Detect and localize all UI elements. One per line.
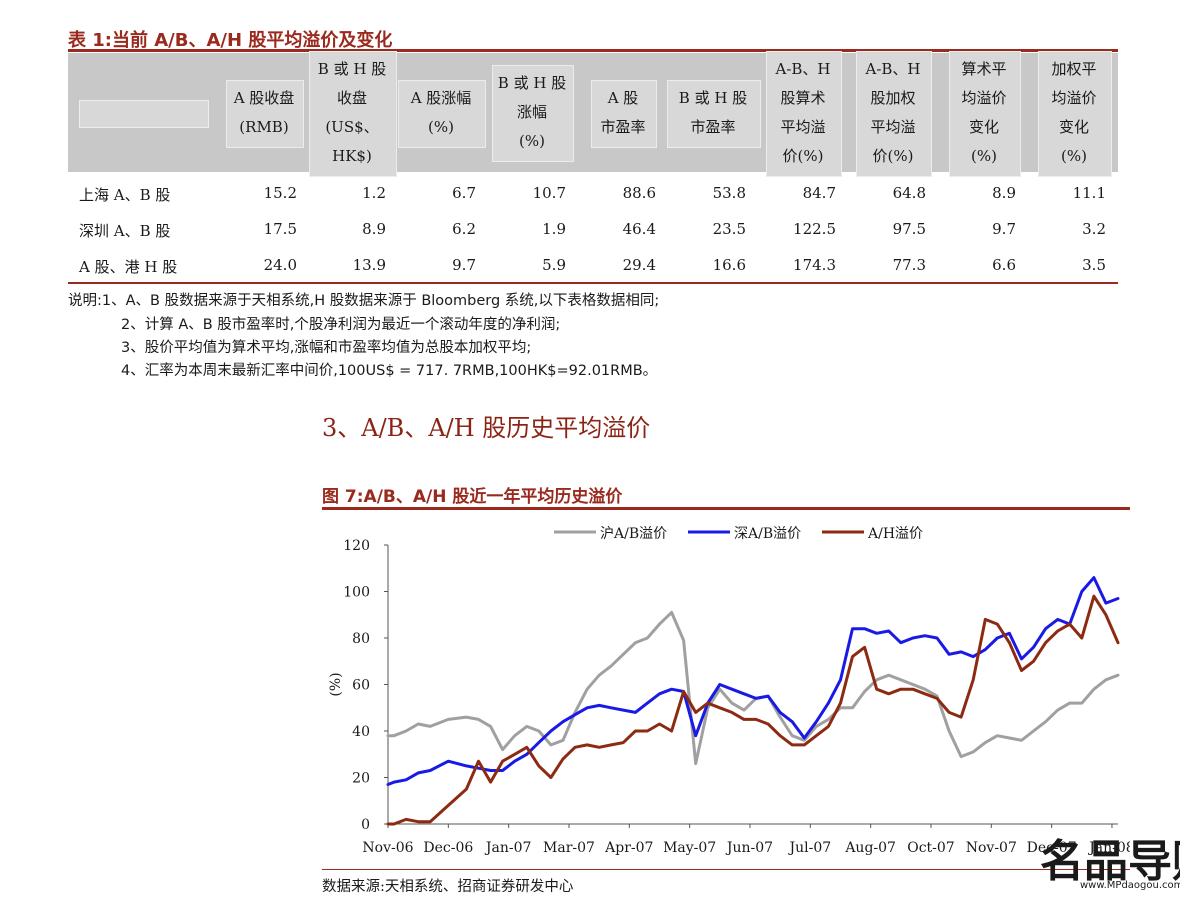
figure-title: 图 7:A/B、A/H 股近一年平均历史溢价 (322, 487, 623, 507)
table-header-box (398, 79, 486, 148)
table-bottom-rule (68, 282, 1118, 284)
table-cell: 174.3 (793, 256, 836, 274)
table-cell: 3.5 (1082, 256, 1106, 274)
row-label: A 股、港 H 股 (79, 258, 178, 276)
table-cell: 77.3 (892, 256, 926, 274)
table-cell: 84.7 (802, 184, 836, 202)
table-cell: 13.9 (352, 256, 386, 274)
table-cell: 23.5 (712, 220, 746, 238)
table-header-box (309, 50, 397, 177)
table-header-empty-cell (79, 100, 209, 128)
legend-label: 深A/B溢价 (734, 526, 801, 542)
table-cell: 8.9 (992, 184, 1016, 202)
x-tick-label: Nov-07 (966, 840, 1017, 856)
table-cell: 6.6 (992, 256, 1016, 274)
figure-top-rule (322, 507, 1130, 510)
table-cell: 1.9 (542, 220, 566, 238)
x-tick-label: Jul-07 (787, 840, 831, 856)
table-cell: 11.1 (1072, 184, 1106, 202)
row-label: 上海 A、B 股 (79, 186, 171, 204)
y-tick-label: 40 (352, 724, 370, 740)
figure-source: 数据来源:天相系统、招商证券研发中心 (322, 879, 574, 895)
table-cell: 5.9 (542, 256, 566, 274)
table-header-box (492, 65, 574, 162)
table-cell: 53.8 (712, 184, 746, 202)
table-cell: 10.7 (532, 184, 566, 202)
legend-label: 沪A/B溢价 (600, 526, 667, 542)
table-header-cell: A-B、H 股加权 平均溢 价(%) (865, 59, 921, 165)
table-header-cell: 加权平 均溢价 变化 (%) (1051, 59, 1097, 165)
table-cell: 46.4 (622, 220, 656, 238)
watermark-url: www.MPdaogou.com (1080, 880, 1180, 891)
table-header-box (766, 50, 842, 177)
section-title: 3、A/B、A/H 股历史平均溢价 (322, 414, 651, 442)
y-tick-label: 0 (361, 817, 370, 833)
table-cell: 24.0 (263, 256, 297, 274)
note-line-1: 说明:1、A、B 股数据来源于天相系统,H 股数据来源于 Bloomberg 系… (68, 293, 660, 309)
table-cell: 9.7 (452, 256, 476, 274)
x-tick-label: Dec-07 (1027, 840, 1077, 856)
table-header-box (667, 79, 761, 148)
table-header-cell: A-B、H 股算术 平均溢 价(%) (775, 59, 831, 165)
y-tick-label: 80 (352, 631, 370, 647)
y-tick-label: 20 (352, 771, 370, 787)
y-tick-label: 60 (352, 678, 370, 694)
table-header-cell: A 股 市盈率 (600, 88, 646, 136)
table-cell: 122.5 (793, 220, 836, 238)
note-line-4: 4、汇率为本周末最新汇率中间价,100US$ = 717. 7RMB,100HK… (121, 363, 658, 379)
note-line-3: 3、股价平均值为算术平均,涨幅和市盈率均值为总股本加权平均; (121, 340, 532, 356)
table-header-cell: B 或 H 股 收盘 (US$、 HK$) (317, 59, 387, 165)
series-line-2 (386, 576, 1120, 786)
table-cell: 1.2 (362, 184, 386, 202)
x-tick-label: Nov-06 (362, 840, 413, 856)
series-line-3 (386, 594, 1120, 826)
premium-line-chart: 0 20 40 60 80 100 120 (%) Nov-06 Dec-06 Jan-07 Mar-… (328, 526, 1130, 856)
table-top-rule (68, 49, 1118, 52)
x-tick-label: Mar-07 (543, 840, 595, 856)
table-cell: 97.5 (892, 220, 926, 238)
table-row: 深圳 A、B 股 17.5 8.9 6.2 1.9 46.4 23.5 122.5 97.5 9.… (68, 212, 1118, 248)
legend-label: A/H溢价 (867, 526, 923, 542)
x-tick-label: Oct-07 (907, 840, 955, 856)
table-title: 表 1:当前 A/B、A/H 股平均溢价及变化 (68, 30, 393, 51)
table-cell: 17.5 (263, 220, 297, 238)
x-tick-label: Jun-07 (725, 840, 773, 856)
table-cell: 8.9 (362, 220, 386, 238)
x-tick-label: Aug-07 (844, 840, 896, 856)
table-cell: 29.4 (622, 256, 656, 274)
x-tick-label: Dec-06 (423, 840, 473, 856)
watermark-logo: 名品导购 www.MPdaogou.com (1040, 836, 1180, 891)
table-cell: 9.7 (992, 220, 1016, 238)
table-header-cell: B 或 H 股 涨幅 (%) (497, 74, 567, 150)
table-header-cell: A 股收盘 (RMB) (233, 88, 295, 136)
x-tick-label: Jan-08 (1087, 840, 1130, 856)
table-cell: 64.8 (892, 184, 926, 202)
table-cell: 16.6 (712, 256, 746, 274)
y-tick-label: 100 (343, 585, 370, 601)
y-axis-label: (%) (328, 672, 344, 696)
watermark-text: 名品导购 (1040, 836, 1180, 887)
table-header-box (949, 50, 1021, 177)
table-header-cell: 算术平 均溢价 变化 (%) (961, 59, 1007, 165)
table-header-box (856, 50, 932, 177)
table-header-cell: B 或 H 股 市盈率 (678, 88, 748, 136)
table-cell: 3.2 (1082, 220, 1106, 238)
table-header-box (1038, 50, 1112, 177)
table-cell: 6.7 (452, 184, 476, 202)
x-tick-label: May-07 (663, 840, 716, 856)
table-header-box (591, 79, 657, 148)
x-tick-label: Jan-07 (484, 840, 532, 856)
note-line-2: 2、计算 A、B 股市盈率时,个股净利润为最近一个滚动年度的净利润; (121, 317, 561, 333)
row-label: 深圳 A、B 股 (79, 222, 171, 240)
table-cell: 88.6 (622, 184, 656, 202)
table-header-box (226, 79, 304, 148)
y-tick-label: 120 (343, 538, 370, 554)
table-cell: 15.2 (263, 184, 297, 202)
table-header-cell: A 股涨幅 (%) (410, 88, 472, 136)
table-row: 上海 A、B 股 15.2 1.2 6.7 10.7 88.6 53.8 84.7 64.8 8.… (68, 176, 1118, 212)
figure-bottom-rule (322, 869, 1130, 870)
table-row: A 股、港 H 股 24.0 13.9 9.7 5.9 29.4 16.6 174.3 77.3… (68, 248, 1118, 284)
table-cell: 6.2 (452, 220, 476, 238)
x-tick-label: Apr-07 (604, 840, 653, 856)
